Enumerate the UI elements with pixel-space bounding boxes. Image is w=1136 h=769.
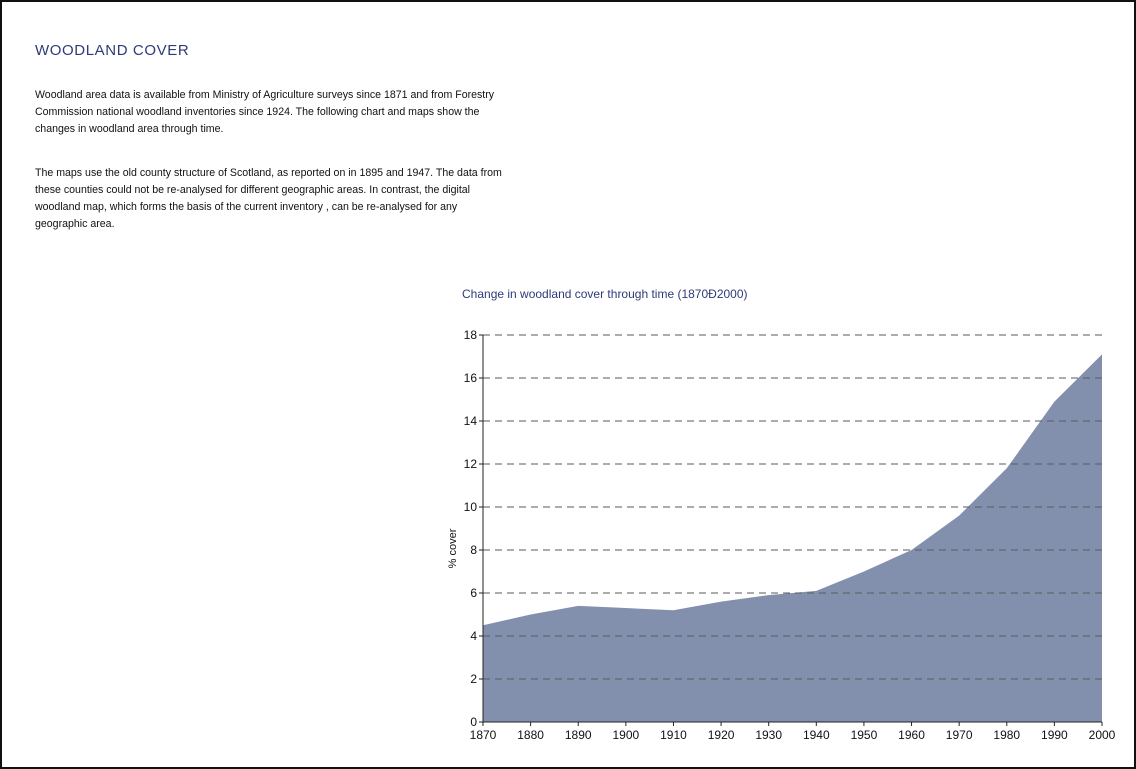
chart-title: Change in woodland cover through time (1… — [462, 287, 748, 301]
y-tick-label-0: 0 — [470, 715, 477, 729]
intro-paragraph-2: The maps use the old county structure of… — [35, 167, 502, 230]
y-tick-label-16: 16 — [464, 371, 478, 385]
x-tick-label-1950: 1950 — [851, 728, 878, 742]
axis-layer — [479, 334, 1103, 726]
x-tick-label-1890: 1890 — [565, 728, 592, 742]
x-tick-label-1920: 1920 — [708, 728, 735, 742]
x-tick-label-1970: 1970 — [946, 728, 973, 742]
y-tick-label-2: 2 — [470, 672, 477, 686]
area-layer — [483, 354, 1102, 722]
x-tick-label-1940: 1940 — [803, 728, 830, 742]
y-axis-title: % cover — [447, 528, 459, 568]
x-tick-label-1990: 1990 — [1041, 728, 1068, 742]
label-layer: 0 2 4 6 8 10 12 14 16 18 1870 1880 1890 1900 1910 1920 1… — [464, 328, 1116, 742]
y-tick-label-10: 10 — [464, 500, 478, 514]
woodland-cover-area — [483, 354, 1102, 722]
x-tick-label-1880: 1880 — [517, 728, 544, 742]
x-tick-label-1870: 1870 — [470, 728, 497, 742]
x-tick-label-2000: 2000 — [1089, 728, 1116, 742]
y-tick-label-18: 18 — [464, 328, 478, 342]
y-tick-label-12: 12 — [464, 457, 478, 471]
y-tick-label-4: 4 — [470, 629, 477, 643]
woodland-cover-chart: 0 2 4 6 8 10 12 14 16 18 1870 1880 1890 1900 1910 1920 1… — [447, 328, 1116, 742]
x-tick-label-1910: 1910 — [660, 728, 687, 742]
x-tick-label-1900: 1900 — [612, 728, 639, 742]
y-tick-label-8: 8 — [470, 543, 477, 557]
intro-paragraph-1: Woodland area data is available from Min… — [35, 89, 495, 135]
page-title: WOODLAND COVER — [35, 42, 190, 59]
x-tick-label-1960: 1960 — [898, 728, 925, 742]
x-tick-label-1980: 1980 — [993, 728, 1020, 742]
y-tick-label-6: 6 — [470, 586, 477, 600]
x-tick-label-1930: 1930 — [755, 728, 782, 742]
y-tick-label-14: 14 — [464, 414, 478, 428]
